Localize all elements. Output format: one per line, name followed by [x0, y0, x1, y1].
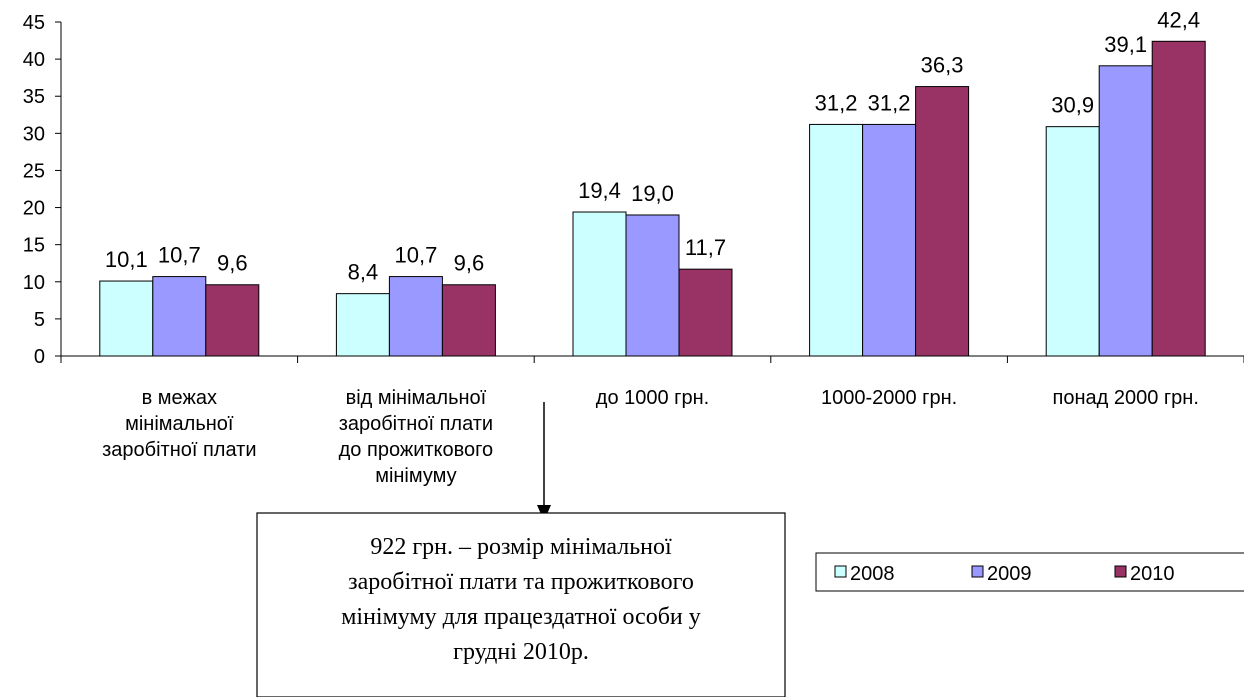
legend-swatch-2009	[971, 565, 984, 578]
y-tick-label-10: 10	[23, 272, 45, 294]
data-label-2009-1: 10,7	[394, 243, 437, 268]
legend-swatch-2008	[834, 565, 847, 578]
data-label-2008-4: 30,9	[1051, 93, 1094, 118]
data-label-2008-1: 8,4	[348, 260, 379, 285]
category-label-line: в межах	[142, 387, 217, 409]
legend-swatch-2010	[1114, 565, 1127, 578]
category-label-line: заробітної плати	[102, 439, 256, 461]
y-tick-label-25: 25	[23, 160, 45, 182]
category-label-2: до 1000 грн.	[596, 387, 709, 409]
data-label-2009-3: 31,2	[868, 90, 911, 115]
legend-label-2008: 2008	[850, 563, 895, 585]
category-label-1: від мінімальної заробітної плати до прожит…	[339, 387, 494, 487]
y-tick-label-40: 40	[23, 49, 45, 71]
data-label-2010-0: 9,6	[217, 251, 248, 276]
category-label-line: 1000-2000 грн.	[821, 387, 957, 409]
bar-2009-0	[152, 276, 207, 357]
annotation-rect	[256, 512, 786, 697]
bar-2009-2	[625, 214, 680, 357]
bars-group	[99, 40, 1206, 357]
data-label-2010-1: 9,6	[454, 251, 485, 276]
legend: 2008 2009 2010	[815, 552, 1244, 592]
data-label-2008-2: 19,4	[578, 178, 621, 203]
bar-2008-0	[99, 280, 154, 357]
data-label-2010-4: 42,4	[1157, 7, 1200, 32]
category-label-line: мінімуму	[375, 465, 456, 487]
bar-2010-2	[678, 268, 733, 357]
data-label-2010-3: 36,3	[921, 53, 964, 78]
bar-2009-4	[1098, 65, 1153, 357]
y-tick-label-35: 35	[23, 86, 45, 108]
bar-2008-2	[572, 211, 627, 357]
legend-box	[815, 552, 1244, 592]
annotation-text: 922 грн. – розмір мінімальної заробітної …	[341, 534, 701, 665]
y-tick-label-20: 20	[23, 198, 45, 220]
bar-2010-4	[1151, 40, 1206, 357]
bar-2008-4	[1045, 126, 1100, 357]
y-tick-label-15: 15	[23, 235, 45, 257]
category-label-line: мінімальної	[125, 413, 234, 435]
data-label-2010-2: 11,7	[685, 235, 726, 260]
bar-2010-0	[205, 284, 260, 357]
bar-2008-1	[335, 293, 390, 357]
data-label-2008-0: 10,1	[105, 247, 148, 272]
axes-group	[55, 21, 1244, 363]
bar-2009-1	[388, 276, 443, 357]
bar-2010-1	[441, 284, 496, 357]
bar-2009-3	[862, 123, 917, 357]
category-label-line: від мінімальної	[346, 387, 487, 409]
annotation-line: 922 грн. – розмір мінімальної	[370, 534, 672, 560]
y-tick-label-45: 45	[23, 12, 45, 34]
data-label-2009-4: 39,1	[1104, 32, 1147, 57]
category-label-line: до прожиткового	[339, 439, 494, 461]
y-tick-label-5: 5	[34, 309, 45, 331]
annotation-line: заробітної плати та прожиткового	[348, 569, 694, 595]
data-label-2008-3: 31,2	[815, 90, 858, 115]
category-label-4: понад 2000 грн.	[1052, 387, 1198, 409]
category-label-line: до 1000 грн.	[596, 387, 709, 409]
bar-2008-3	[809, 123, 864, 357]
category-label-line: заробітної плати	[339, 413, 493, 435]
legend-label-2009: 2009	[987, 563, 1032, 585]
category-label-line: понад 2000 грн.	[1052, 387, 1198, 409]
annotation-line: мінімуму для працездатної особи у	[341, 604, 701, 630]
labels-group: 10,1 8,4 19,4 31,2 30,9 10,7 10,7 19,0 31,2 39,1 9…	[23, 7, 1200, 487]
bar-2010-3	[915, 86, 970, 357]
category-label-0: в межах мінімальної заробітної плати	[102, 387, 256, 461]
annotation-box: 922 грн. – розмір мінімальної заробітної …	[256, 402, 786, 697]
data-label-2009-0: 10,7	[158, 243, 201, 268]
data-label-2009-2: 19,0	[631, 181, 674, 206]
category-label-3: 1000-2000 грн.	[821, 387, 957, 409]
y-tick-label-0: 0	[34, 346, 45, 368]
legend-label-2010: 2010	[1130, 563, 1175, 585]
annotation-line: грудні 2010р.	[453, 639, 589, 665]
y-tick-label-30: 30	[23, 123, 45, 145]
